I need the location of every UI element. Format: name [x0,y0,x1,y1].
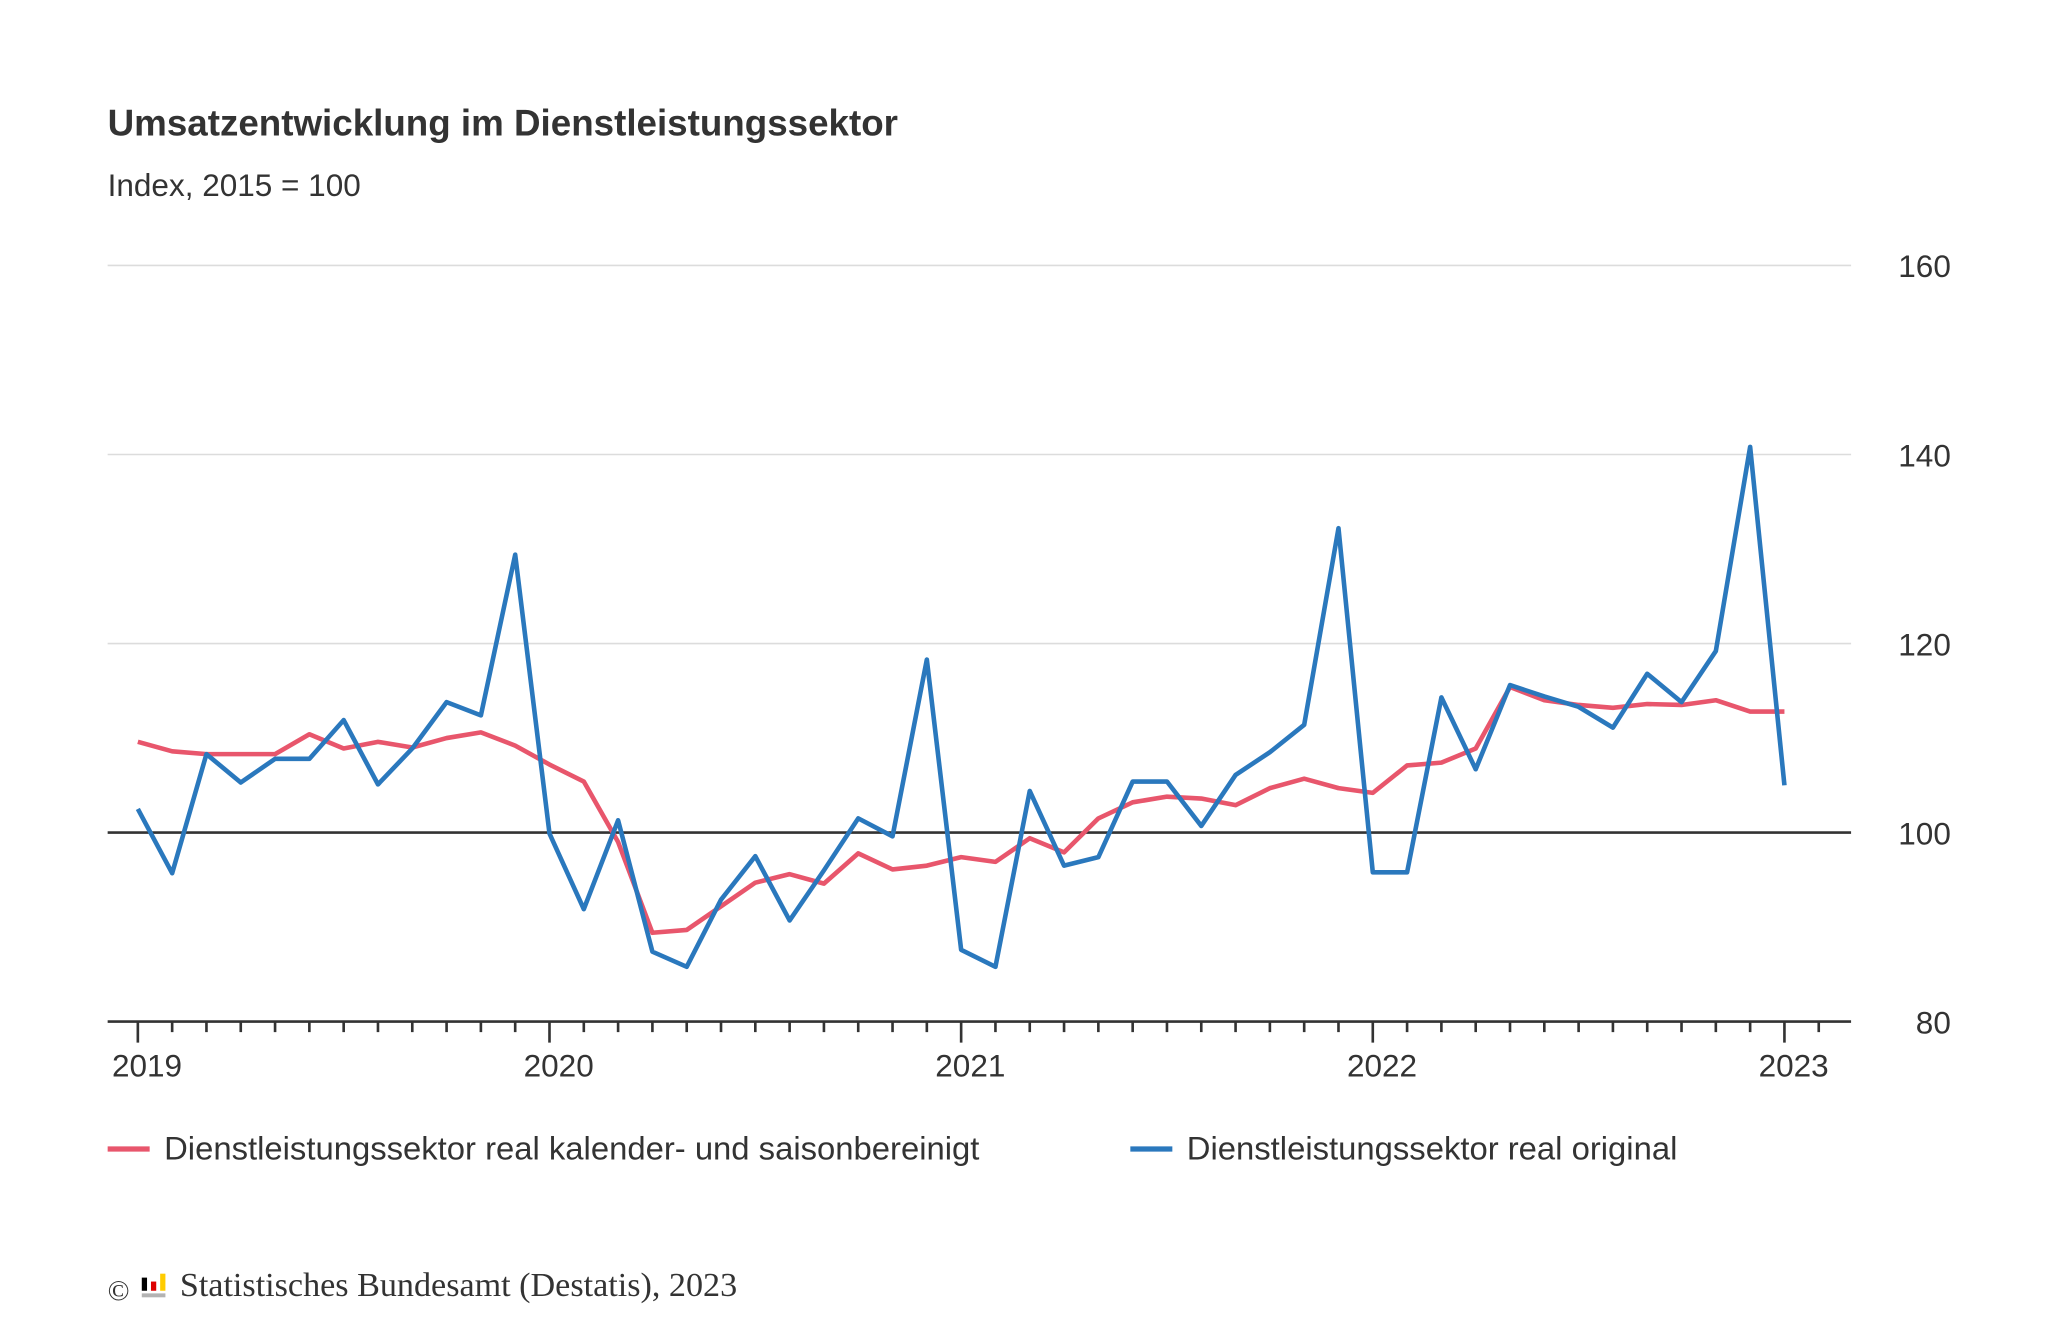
chart-subtitle: Index, 2015 = 100 [108,167,361,203]
y-tick-label: 160 [1898,248,1951,284]
x-tick-label: 2019 [112,1048,182,1084]
y-tick-label: 80 [1916,1004,1951,1040]
footer: © Statistisches Bundesamt (Destatis), 20… [108,1267,738,1307]
x-tick-label: 2021 [935,1048,1005,1084]
y-tick-label: 100 [1898,815,1951,851]
legend-label: Dienstleistungssektor real original [1187,1129,1678,1166]
series-line-original [135,444,1787,970]
y-tick-label: 140 [1898,437,1951,473]
copyright-symbol: © [108,1275,130,1307]
x-tick-label: 2022 [1347,1048,1417,1084]
legend-item[interactable]: Dienstleistungssektor real kalender- und… [107,1129,980,1166]
chart-title: Umsatzentwicklung im Dienstleistungssekt… [108,102,898,143]
legend-item[interactable]: Dienstleistungssektor real original [1130,1129,1677,1166]
destatis-logo-icon [141,1273,166,1298]
x-tick-label: 2023 [1759,1048,1829,1084]
source-text: Statistisches Bundesamt (Destatis), 2023 [180,1267,737,1304]
y-tick-label: 120 [1898,626,1951,662]
series-line-seasonally-adjusted [137,684,1785,936]
legend-label: Dienstleistungssektor real kalender- und… [164,1129,979,1166]
x-tick-label: 2020 [524,1048,594,1084]
